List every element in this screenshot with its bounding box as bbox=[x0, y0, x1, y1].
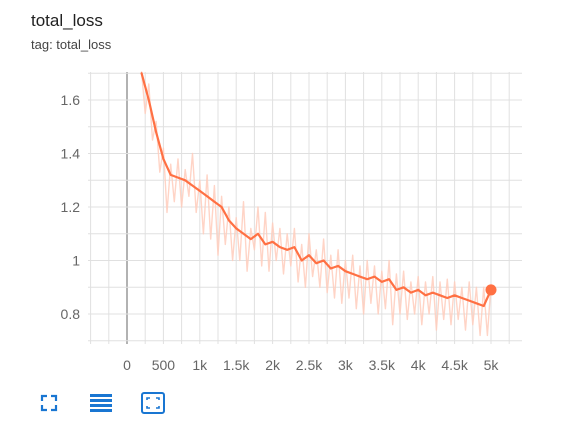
list-lines-icon bbox=[90, 394, 112, 412]
x-tick-label: 2k bbox=[265, 357, 281, 373]
x-tick-label: 4.5k bbox=[441, 357, 468, 373]
y-tick-label: 1.6 bbox=[61, 92, 81, 108]
x-tick-label: 2.5k bbox=[296, 357, 323, 373]
grid bbox=[88, 72, 522, 344]
fullscreen-button[interactable] bbox=[35, 389, 63, 417]
raw-series bbox=[140, 71, 492, 337]
fit-to-data-icon bbox=[141, 392, 165, 414]
smoothed-series-line bbox=[140, 72, 493, 308]
chart-subtitle: tag: total_loss bbox=[31, 37, 112, 52]
fit-domain-button[interactable] bbox=[139, 389, 167, 417]
toggle-log-scale-button[interactable] bbox=[87, 389, 115, 417]
smoothed-series bbox=[140, 72, 497, 308]
last-point-marker[interactable] bbox=[485, 284, 497, 296]
chart-toolbar bbox=[35, 388, 191, 418]
chart-title: total_loss bbox=[31, 11, 103, 30]
x-tick-label: 1k bbox=[192, 357, 208, 373]
y-tick-label: 1.2 bbox=[61, 199, 81, 215]
y-tick-label: 1.4 bbox=[61, 146, 81, 162]
x-tick-label: 4k bbox=[411, 357, 427, 373]
x-tick-label: 500 bbox=[152, 357, 176, 373]
x-tick-label: 0 bbox=[123, 357, 131, 373]
x-tick-label: 3.5k bbox=[369, 357, 396, 373]
x-tick-label: 5k bbox=[484, 357, 500, 373]
fullscreen-icon bbox=[40, 394, 58, 412]
x-tick-label: 3k bbox=[338, 357, 354, 373]
raw-series-line bbox=[140, 71, 492, 337]
y-tick-label: 0.8 bbox=[61, 306, 81, 322]
tick-labels: 0.8 1 1.2 1.4 1.6 0 500 1k 1.5k 2k 2.5k 3k 3.5k 4k 4.5… bbox=[61, 92, 500, 373]
y-tick-label: 1 bbox=[72, 253, 80, 269]
x-tick-label: 1.5k bbox=[223, 357, 250, 373]
